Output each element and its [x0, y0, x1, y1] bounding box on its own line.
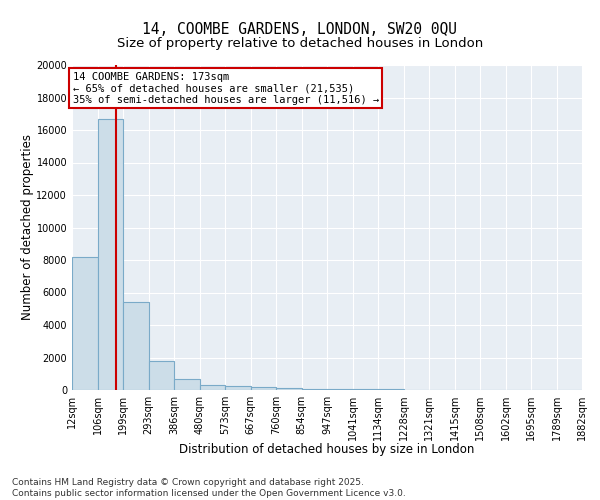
Bar — [276, 388, 302, 390]
Text: Size of property relative to detached houses in London: Size of property relative to detached ho… — [117, 38, 483, 51]
Bar — [327, 389, 353, 390]
Y-axis label: Number of detached properties: Number of detached properties — [20, 134, 34, 320]
Text: 14, COOMBE GARDENS, LONDON, SW20 0QU: 14, COOMBE GARDENS, LONDON, SW20 0QU — [143, 22, 458, 38]
Text: 14 COOMBE GARDENS: 173sqm
← 65% of detached houses are smaller (21,535)
35% of s: 14 COOMBE GARDENS: 173sqm ← 65% of detac… — [73, 72, 379, 104]
Bar — [72, 257, 98, 390]
Bar — [200, 385, 225, 390]
Bar — [149, 361, 174, 390]
Bar — [123, 302, 149, 390]
Bar — [174, 380, 200, 390]
Text: Contains HM Land Registry data © Crown copyright and database right 2025.
Contai: Contains HM Land Registry data © Crown c… — [12, 478, 406, 498]
Bar — [98, 118, 123, 390]
X-axis label: Distribution of detached houses by size in London: Distribution of detached houses by size … — [179, 443, 475, 456]
Bar — [251, 388, 276, 390]
Bar — [302, 388, 327, 390]
Bar — [225, 386, 251, 390]
